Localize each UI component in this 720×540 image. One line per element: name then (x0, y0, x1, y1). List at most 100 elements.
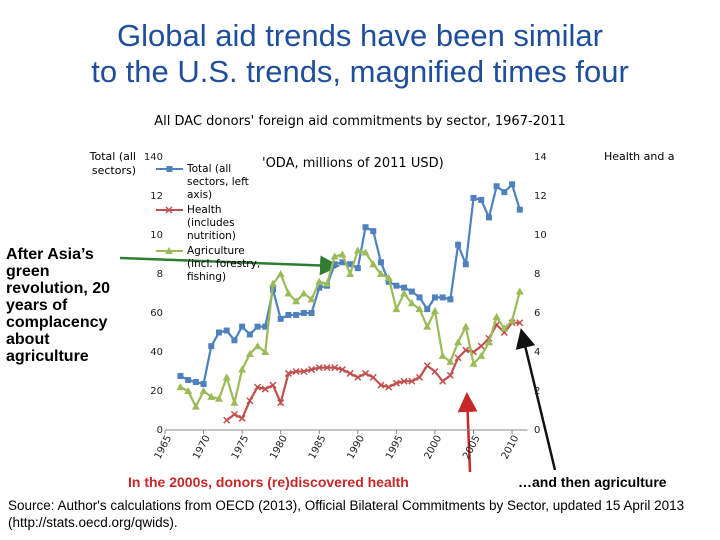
point (408, 377, 416, 385)
point (377, 259, 384, 266)
arrow (457, 392, 478, 473)
y2-tick-label: 6 (534, 308, 540, 319)
point (261, 348, 270, 355)
point (407, 299, 416, 307)
point (293, 311, 300, 318)
point (478, 196, 485, 203)
point (231, 337, 238, 344)
point (285, 311, 292, 318)
y2-axis-label: Health and a (604, 150, 675, 163)
point (315, 277, 324, 285)
point (439, 377, 447, 385)
point (361, 248, 370, 256)
point (400, 289, 409, 297)
point (501, 189, 508, 196)
point (199, 387, 208, 394)
point (200, 380, 207, 387)
y-tick-label: 8 (157, 269, 163, 280)
point (268, 279, 277, 287)
point (176, 383, 185, 391)
point (191, 402, 200, 410)
legend-entry: Health (includes nutrition) (187, 204, 236, 242)
x-tick-label: 2000 (423, 434, 445, 462)
point (431, 294, 438, 301)
y-tick-label: 12 (150, 191, 163, 202)
point (300, 367, 308, 376)
point (238, 414, 246, 422)
point (401, 284, 408, 291)
point (185, 377, 192, 384)
point (208, 343, 215, 350)
x-tick-label: 2005 (461, 434, 483, 462)
point (277, 399, 285, 407)
point (469, 359, 478, 367)
y-tick-label: 20 (150, 386, 163, 397)
point (415, 373, 424, 381)
point (339, 259, 346, 266)
point (423, 322, 432, 330)
point (462, 261, 469, 268)
point (362, 224, 369, 231)
point (347, 261, 354, 268)
point (246, 397, 254, 405)
point (415, 305, 424, 313)
point (446, 371, 454, 379)
chart-subtitle: 'ODA, millions of 2011 USD) (262, 156, 444, 171)
point (400, 377, 408, 385)
x-tick-label: 2010 (500, 434, 522, 462)
point (215, 329, 222, 336)
point (385, 383, 393, 391)
point (362, 369, 370, 377)
point (416, 294, 423, 301)
point (177, 372, 184, 379)
point (284, 289, 293, 297)
point (454, 354, 462, 362)
point (393, 282, 400, 289)
point (516, 319, 524, 327)
point (484, 338, 493, 346)
series-line (226, 321, 520, 422)
y-tick-label: 10 (150, 230, 163, 241)
point (284, 369, 292, 377)
y2-tick-label: 10 (534, 230, 547, 241)
x-tick-label: 1990 (345, 434, 367, 462)
point (245, 349, 254, 357)
point (269, 381, 277, 389)
health-note: In the 2000s, donors (re)discovered heal… (128, 474, 409, 490)
point (262, 323, 269, 330)
point (408, 288, 415, 295)
point (369, 373, 377, 381)
point (331, 364, 339, 372)
point (509, 181, 516, 188)
point (315, 364, 323, 372)
point (246, 331, 253, 338)
point (369, 260, 378, 268)
point (384, 273, 393, 281)
point (238, 365, 247, 373)
point (477, 342, 485, 350)
point (292, 297, 301, 305)
point (239, 323, 246, 330)
point (308, 310, 315, 316)
point (423, 362, 431, 370)
point (338, 366, 346, 374)
point (438, 351, 447, 359)
point (354, 373, 362, 381)
point (230, 410, 238, 418)
point (330, 252, 339, 260)
legend: Total (all sectors, left axis) Health (in… (187, 163, 269, 286)
point (253, 342, 262, 350)
point (508, 316, 517, 324)
point (516, 206, 523, 213)
arrow (119, 255, 340, 276)
y2-tick-label: 4 (534, 347, 540, 358)
point (323, 364, 331, 372)
point (431, 367, 439, 376)
point (485, 214, 492, 221)
point (222, 373, 231, 381)
point (346, 369, 354, 377)
point (254, 383, 262, 391)
point (354, 265, 361, 272)
arrow (515, 328, 557, 471)
source-note: Source: Author's calculations from OECD … (8, 498, 685, 530)
